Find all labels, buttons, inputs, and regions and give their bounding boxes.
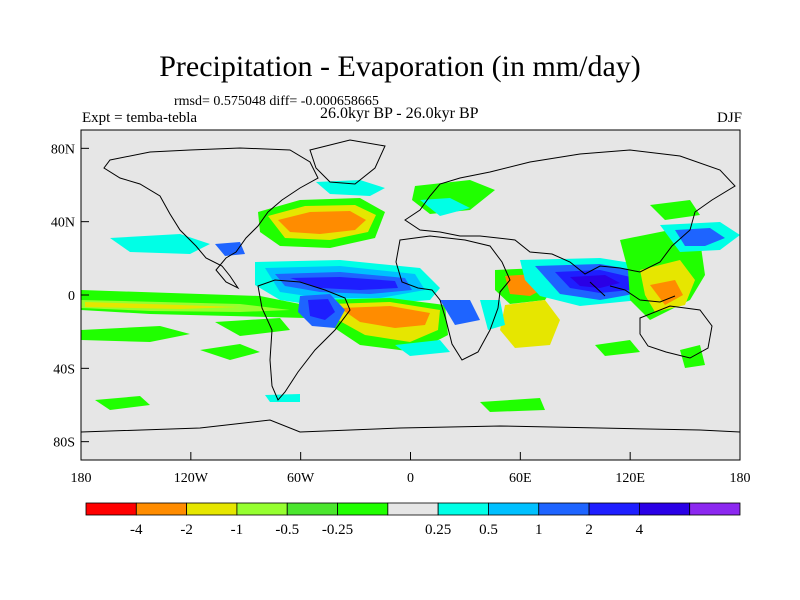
field-region bbox=[595, 340, 640, 356]
colorbar-swatch bbox=[135, 502, 188, 516]
lon-tick-label: 120E bbox=[615, 471, 645, 486]
colorbar-tick-label: -4 bbox=[130, 522, 143, 538]
field-region bbox=[480, 300, 505, 330]
coastline-greenland bbox=[309, 139, 386, 185]
field-region bbox=[215, 318, 290, 336]
field-region bbox=[340, 306, 430, 328]
colorbar-swatch bbox=[387, 502, 439, 516]
colorbar-swatch bbox=[538, 502, 590, 516]
coastline-australia bbox=[639, 305, 713, 359]
coastlines bbox=[81, 139, 740, 433]
field-region bbox=[316, 180, 385, 196]
field-region bbox=[200, 344, 260, 360]
coastline-eurasia bbox=[404, 149, 736, 275]
colorbar-tick-label: 0.25 bbox=[425, 522, 451, 538]
field-region bbox=[480, 398, 545, 412]
chart-title: Precipitation - Evaporation (in mm/day) bbox=[159, 50, 641, 83]
colorbar-swatch bbox=[689, 502, 741, 516]
colorbar-swatch bbox=[186, 502, 238, 516]
colorbar-tick-label: 2 bbox=[585, 522, 593, 538]
coastline-maritime-islands bbox=[589, 281, 676, 303]
field-region bbox=[395, 340, 450, 356]
coastline-south-america bbox=[257, 279, 351, 401]
field-region bbox=[265, 394, 300, 402]
field-region bbox=[570, 275, 620, 288]
lon-tick-label: 180 bbox=[71, 471, 92, 486]
lon-tick-label: 120W bbox=[174, 471, 209, 486]
field-region bbox=[95, 396, 150, 410]
colorbar-tick-label: -0.25 bbox=[322, 522, 353, 538]
field-region bbox=[81, 326, 190, 342]
field-region bbox=[308, 299, 335, 320]
longitude-axis: 180 120W 60W 0 60E 120E 180 bbox=[71, 452, 751, 486]
field-region bbox=[420, 198, 470, 216]
lon-tick-label: 60E bbox=[509, 471, 532, 486]
colorbar-swatch bbox=[337, 502, 389, 516]
field-region bbox=[500, 300, 560, 348]
colorbar-tick-label: -1 bbox=[231, 522, 244, 538]
colorbar-tick-label: 1 bbox=[535, 522, 543, 538]
field-region bbox=[650, 200, 700, 220]
field-region bbox=[290, 277, 398, 290]
field-region bbox=[215, 242, 245, 256]
field-contours bbox=[81, 180, 740, 412]
colorbar-tick-label: 4 bbox=[636, 522, 644, 538]
colorbar-tick-label: -0.5 bbox=[275, 522, 299, 538]
experiment-label: Expt = temba-tebla bbox=[82, 110, 198, 126]
colorbar-swatch bbox=[286, 502, 338, 516]
period-label: 26.0kyr BP - 26.0kyr BP bbox=[320, 105, 479, 122]
coastline-north-america bbox=[103, 147, 319, 290]
lon-tick-label: 0 bbox=[407, 471, 414, 486]
lat-tick-label: 80S bbox=[53, 436, 75, 451]
colorbar: -4 -2 -1 -0.5 -0.25 0.25 0.5 1 2 4 bbox=[85, 502, 741, 538]
colorbar-tick-label: -2 bbox=[180, 522, 193, 538]
colorbar-swatch bbox=[488, 502, 540, 516]
field-region bbox=[650, 280, 683, 305]
coastline-africa bbox=[395, 235, 511, 361]
lon-tick-label: 180 bbox=[730, 471, 751, 486]
colorbar-swatch bbox=[236, 502, 288, 516]
coastline-antarctica bbox=[81, 419, 740, 433]
stats-label: rmsd= 0.575048 diff= -0.000658665 bbox=[174, 94, 379, 109]
lat-tick-label: 80N bbox=[51, 142, 75, 157]
season-label: DJF bbox=[716, 110, 742, 126]
field-region bbox=[440, 300, 480, 325]
colorbar-swatch bbox=[588, 502, 640, 516]
colorbar-swatch bbox=[85, 502, 137, 516]
field-region bbox=[278, 211, 366, 234]
lat-tick-label: 40N bbox=[51, 216, 75, 231]
lat-tick-label: 40S bbox=[53, 362, 75, 377]
lon-tick-label: 60W bbox=[287, 471, 315, 486]
colorbar-swatch bbox=[638, 502, 691, 516]
colorbar-tick-label: 0.5 bbox=[479, 522, 498, 538]
lat-tick-label: 0 bbox=[68, 289, 75, 304]
colorbar-swatch bbox=[437, 502, 489, 516]
field-region bbox=[110, 234, 210, 254]
field-region bbox=[85, 302, 240, 309]
latitude-axis: 80N 40N 0 40S 80S bbox=[51, 142, 89, 451]
